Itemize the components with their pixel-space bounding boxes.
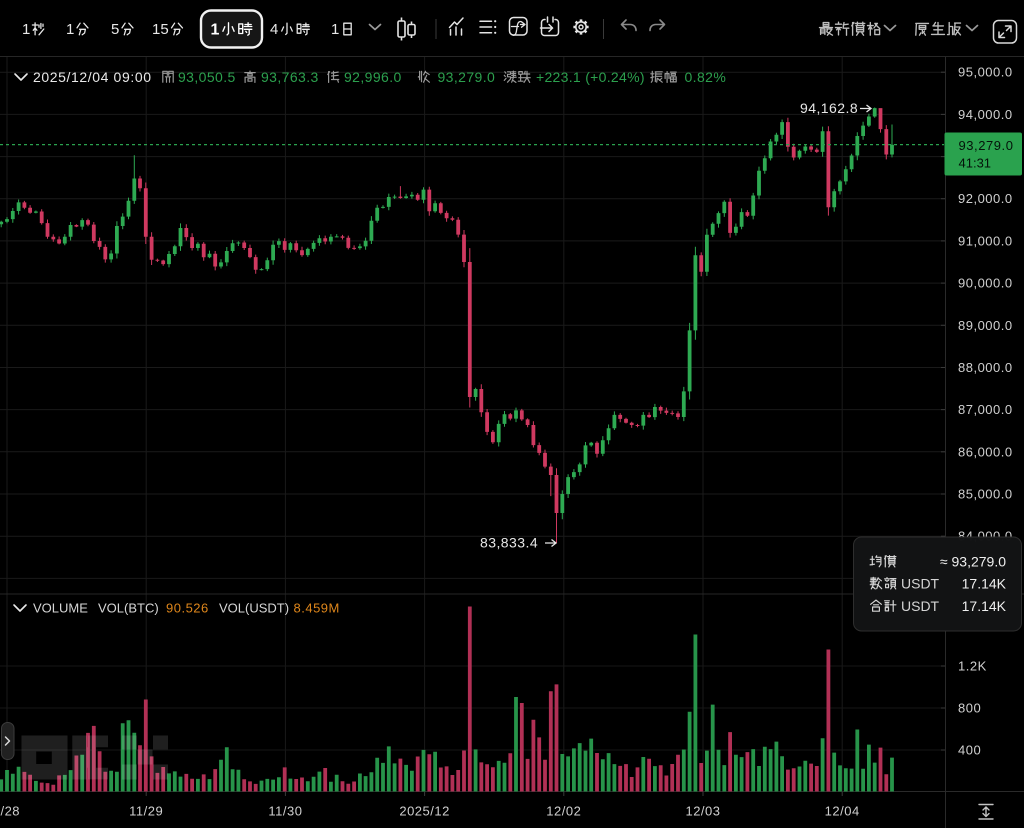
svg-text:400: 400 bbox=[958, 743, 981, 758]
svg-text:94,000.0: 94,000.0 bbox=[958, 107, 1013, 122]
svg-text:12/04: 12/04 bbox=[825, 804, 860, 819]
svg-text:11/29: 11/29 bbox=[129, 804, 163, 819]
svg-text:USDT: USDT bbox=[901, 576, 940, 592]
svg-text:91,000.0: 91,000.0 bbox=[958, 233, 1013, 248]
svg-text:90,000.0: 90,000.0 bbox=[958, 276, 1013, 291]
svg-text:85,000.0: 85,000.0 bbox=[958, 487, 1013, 502]
svg-text:87,000.0: 87,000.0 bbox=[958, 402, 1013, 417]
svg-text:89,000.0: 89,000.0 bbox=[958, 318, 1013, 333]
svg-text:0.82%: 0.82% bbox=[685, 69, 727, 85]
svg-text:90.526: 90.526 bbox=[166, 601, 209, 616]
svg-text:12/03: 12/03 bbox=[685, 804, 720, 819]
svg-text:88,000.0: 88,000.0 bbox=[958, 360, 1013, 375]
svg-text:5: 5 bbox=[111, 21, 119, 38]
svg-text:VOL(BTC): VOL(BTC) bbox=[98, 601, 159, 616]
svg-text:93,763.3: 93,763.3 bbox=[261, 69, 319, 85]
svg-text:93,050.5: 93,050.5 bbox=[178, 69, 236, 85]
svg-text:11/28: 11/28 bbox=[0, 804, 20, 819]
svg-text:1: 1 bbox=[22, 21, 30, 38]
svg-text:83,833.4: 83,833.4 bbox=[480, 535, 538, 551]
svg-text:2025/12: 2025/12 bbox=[399, 804, 450, 819]
svg-text:≈ 93,279.0: ≈ 93,279.0 bbox=[940, 554, 1006, 570]
svg-text:12/02: 12/02 bbox=[546, 804, 581, 819]
svg-text:1.2K: 1.2K bbox=[958, 659, 987, 674]
svg-text:95,000.0: 95,000.0 bbox=[958, 65, 1013, 80]
svg-text:86,000.0: 86,000.0 bbox=[958, 444, 1013, 459]
svg-text:93,279.0: 93,279.0 bbox=[959, 138, 1014, 153]
svg-text:VOL(USDT): VOL(USDT) bbox=[219, 601, 289, 616]
svg-text:94,162.8: 94,162.8 bbox=[800, 100, 858, 116]
svg-text:41:31: 41:31 bbox=[959, 156, 992, 171]
svg-text:4: 4 bbox=[270, 21, 278, 38]
svg-text:VOLUME: VOLUME bbox=[33, 601, 88, 616]
svg-text:15: 15 bbox=[152, 21, 169, 38]
svg-text:93,279.0: 93,279.0 bbox=[438, 69, 496, 85]
svg-text:1: 1 bbox=[211, 22, 220, 39]
svg-text:USDT: USDT bbox=[901, 598, 940, 614]
svg-text:92,000.0: 92,000.0 bbox=[958, 191, 1013, 206]
svg-text:11/30: 11/30 bbox=[268, 804, 302, 819]
svg-text:17.14K: 17.14K bbox=[962, 576, 1007, 592]
svg-text:1: 1 bbox=[331, 21, 339, 38]
svg-text:800: 800 bbox=[958, 701, 981, 716]
svg-text:2025/12/04 09:00: 2025/12/04 09:00 bbox=[33, 69, 152, 85]
svg-text:+223.1 (+0.24%): +223.1 (+0.24%) bbox=[536, 69, 645, 85]
svg-text:8.459M: 8.459M bbox=[294, 601, 340, 616]
svg-text:92,996.0: 92,996.0 bbox=[344, 69, 402, 85]
svg-text:1: 1 bbox=[66, 21, 74, 38]
svg-text:17.14K: 17.14K bbox=[962, 598, 1007, 614]
